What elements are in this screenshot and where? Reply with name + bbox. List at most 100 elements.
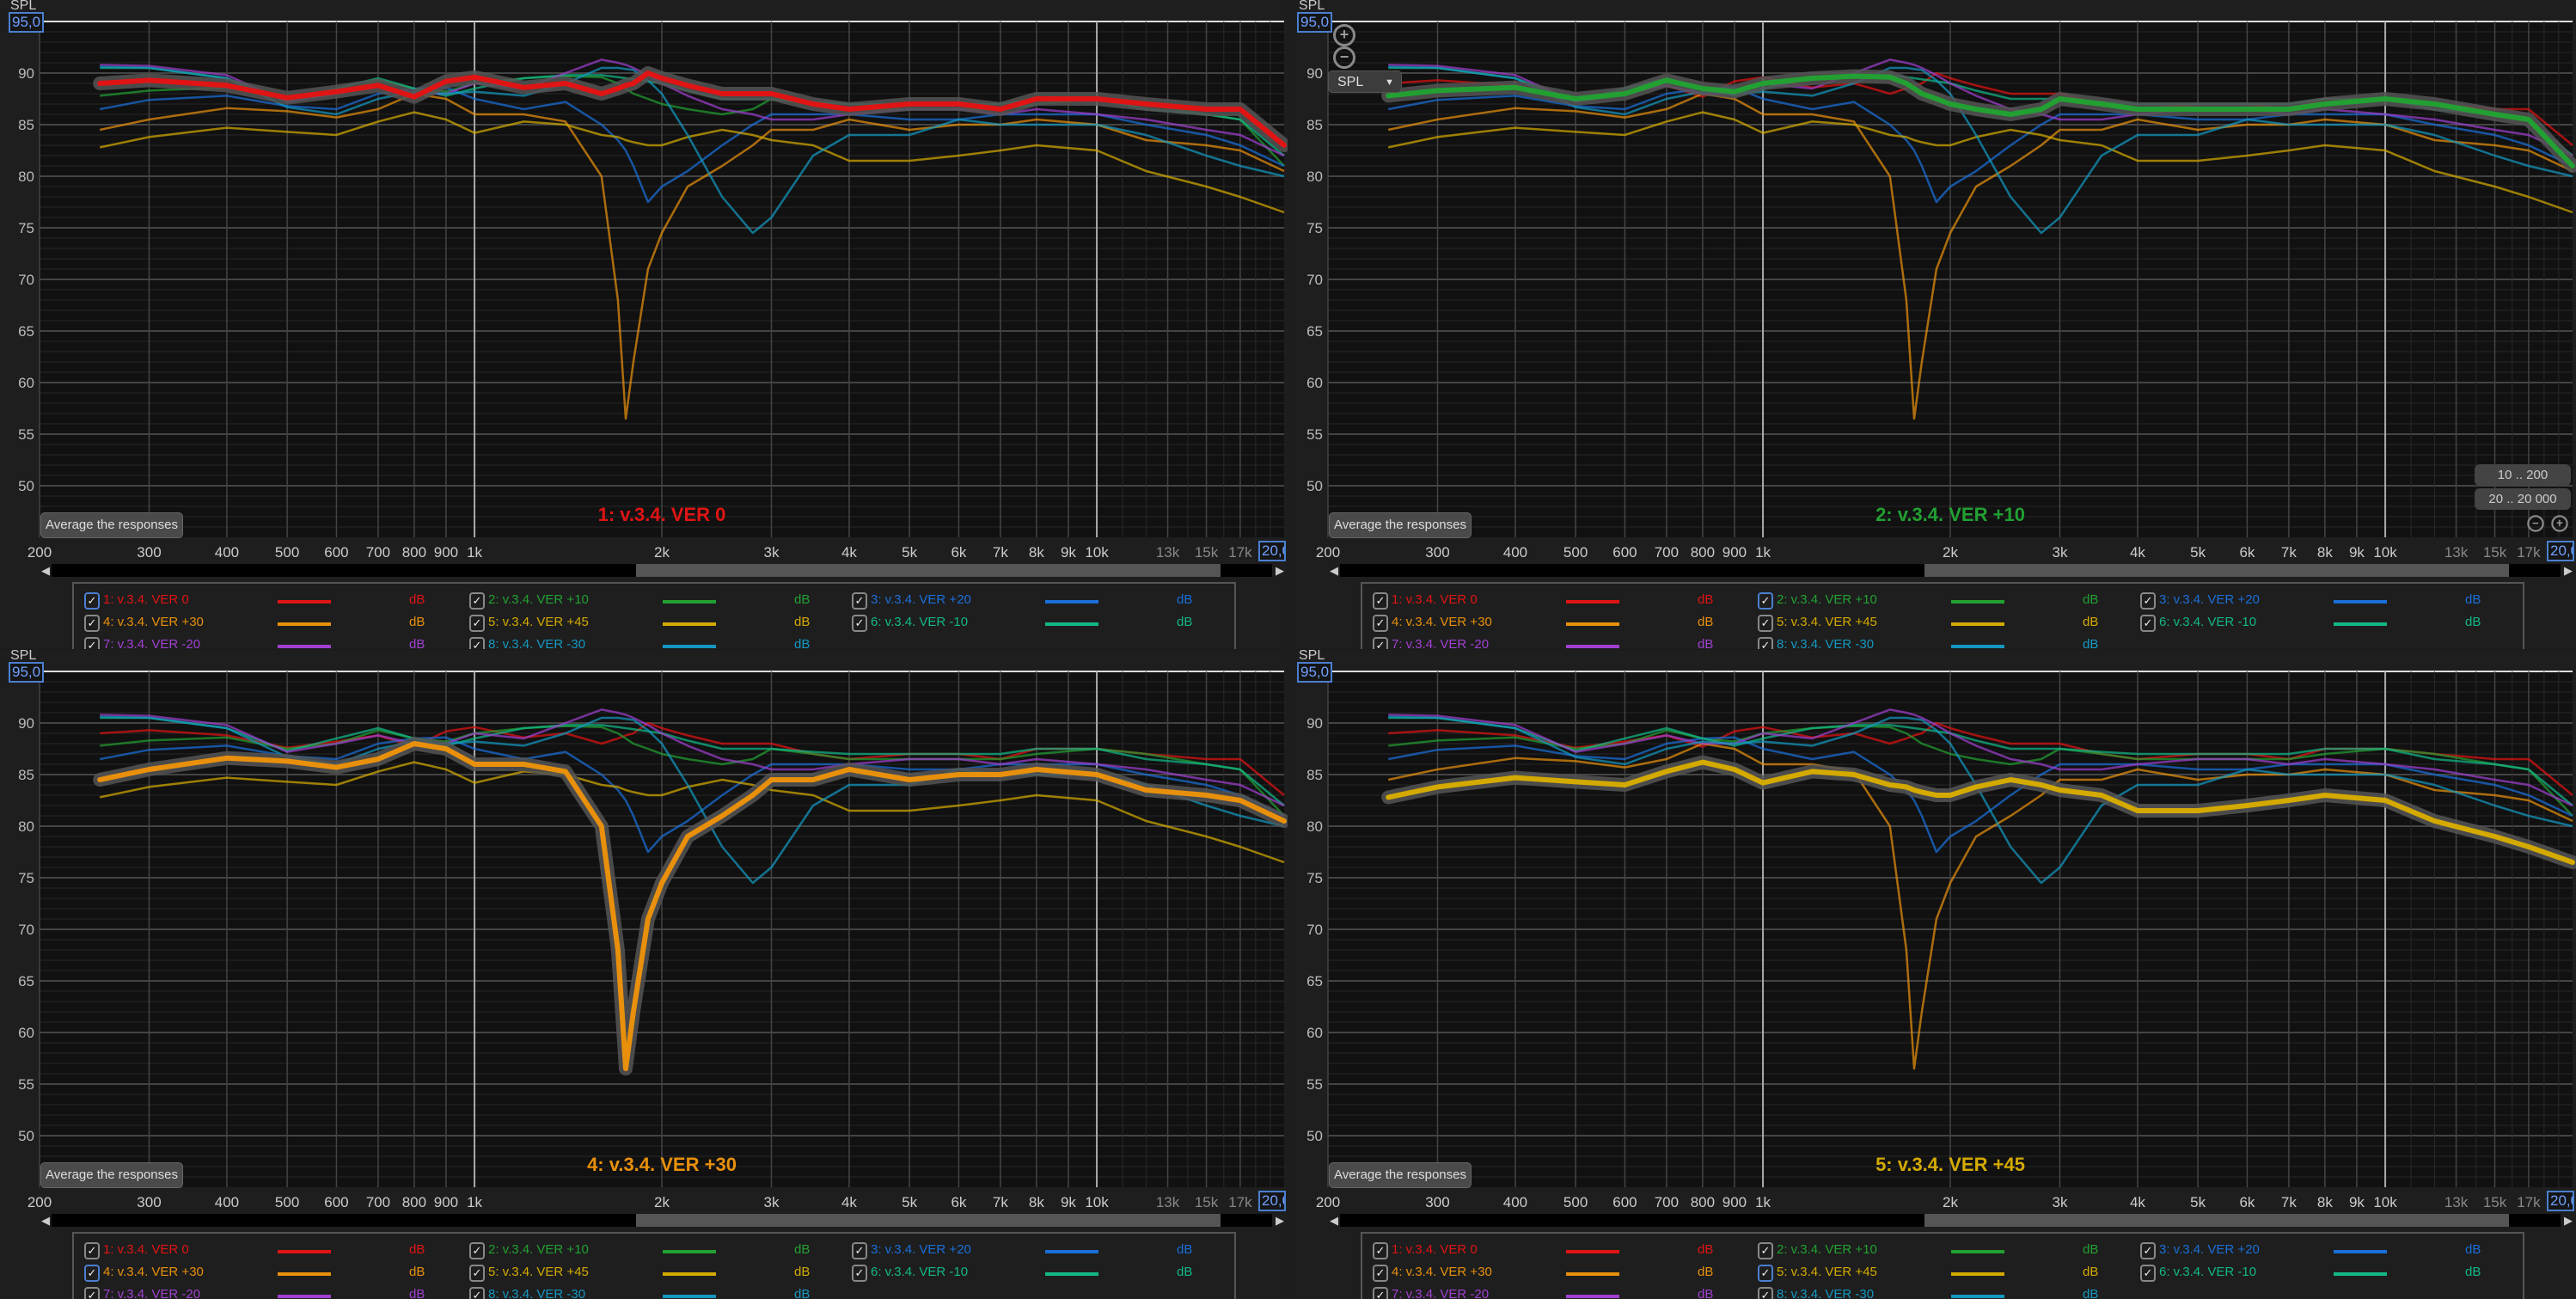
- average-responses-button[interactable]: Average the responses: [1329, 1162, 1472, 1188]
- y-axis-top-value[interactable]: 95,0: [9, 662, 45, 683]
- legend-label-2[interactable]: 2: v.3.4. VER +10: [1777, 592, 1877, 607]
- scroll-right-arrow[interactable]: ▶: [1276, 564, 1284, 577]
- legend-checkbox-7[interactable]: ✓: [84, 1287, 100, 1299]
- average-responses-button[interactable]: Average the responses: [40, 1162, 183, 1188]
- horizontal-scrollbar[interactable]: [1340, 1214, 2561, 1227]
- legend-label-4[interactable]: 4: v.3.4. VER +30: [103, 1265, 204, 1279]
- plot-svg[interactable]: 90 85 80 75 70 65 60 55 50 200 300 400 500 600 700 800 9…: [1288, 650, 2576, 1299]
- scroll-right-arrow[interactable]: ▶: [2564, 564, 2573, 577]
- legend-checkbox-6[interactable]: ✓: [852, 1265, 867, 1282]
- horizontal-scrollbar[interactable]: [52, 564, 1272, 577]
- x-axis-end-value[interactable]: 20,0: [2547, 541, 2574, 561]
- plot-svg[interactable]: 90 85 80 75 70 65 60 55 50 200 300 400 500 600 700 800 9…: [1288, 0, 2576, 649]
- legend-label-8[interactable]: 8: v.3.4. VER -30: [488, 1287, 586, 1299]
- legend-checkbox-5[interactable]: ✓: [469, 1265, 485, 1282]
- legend-label-6[interactable]: 6: v.3.4. VER -10: [2159, 615, 2257, 629]
- scrollbar-thumb[interactable]: [636, 564, 1221, 577]
- scrollbar-thumb[interactable]: [636, 1214, 1221, 1227]
- zoom-out-icon[interactable]: −: [1333, 46, 1355, 69]
- y-axis-top-value[interactable]: 95,0: [9, 12, 45, 33]
- horizontal-scrollbar[interactable]: [52, 1214, 1272, 1227]
- legend-checkbox-3[interactable]: ✓: [2140, 592, 2156, 610]
- scrollbar-thumb[interactable]: [1924, 564, 2509, 577]
- legend-checkbox-6[interactable]: ✓: [2140, 1265, 2156, 1282]
- scroll-right-arrow[interactable]: ▶: [1276, 1214, 1284, 1227]
- range-button-2[interactable]: 20 .. 20 000: [2475, 488, 2571, 510]
- legend-label-3[interactable]: 3: v.3.4. VER +20: [2159, 1242, 2260, 1257]
- range-button-1[interactable]: 10 .. 200: [2475, 464, 2571, 486]
- scroll-left-arrow[interactable]: ◀: [41, 564, 50, 577]
- legend-label-3[interactable]: 3: v.3.4. VER +20: [2159, 592, 2260, 607]
- legend-checkbox-6[interactable]: ✓: [852, 615, 867, 632]
- legend-checkbox-8[interactable]: ✓: [469, 1287, 485, 1299]
- legend-checkbox-1[interactable]: ✓: [1373, 592, 1388, 610]
- legend-label-7[interactable]: 7: v.3.4. VER -20: [103, 1287, 201, 1299]
- legend-label-4[interactable]: 4: v.3.4. VER +30: [1392, 1265, 1492, 1279]
- legend-checkbox-4[interactable]: ✓: [1373, 615, 1388, 632]
- legend-label-5[interactable]: 5: v.3.4. VER +45: [1777, 1265, 1877, 1279]
- zoom-in-x-icon[interactable]: +: [2551, 515, 2568, 532]
- legend-checkbox-5[interactable]: ✓: [469, 615, 485, 632]
- legend-checkbox-2[interactable]: ✓: [1758, 1242, 1773, 1259]
- horizontal-scrollbar[interactable]: [1340, 564, 2561, 577]
- y-axis-top-value[interactable]: 95,0: [1297, 12, 1333, 33]
- scroll-right-arrow[interactable]: ▶: [2564, 1214, 2573, 1227]
- scroll-left-arrow[interactable]: ◀: [1330, 564, 1338, 577]
- legend-checkbox-1[interactable]: ✓: [84, 592, 100, 610]
- legend-label-6[interactable]: 6: v.3.4. VER -10: [871, 1265, 969, 1279]
- legend-checkbox-5[interactable]: ✓: [1758, 1265, 1773, 1282]
- legend-checkbox-7[interactable]: ✓: [1373, 1287, 1388, 1299]
- legend-checkbox-1[interactable]: ✓: [1373, 1242, 1388, 1259]
- legend-label-8[interactable]: 8: v.3.4. VER -30: [488, 637, 586, 649]
- average-responses-button[interactable]: Average the responses: [1329, 512, 1472, 538]
- legend-label-6[interactable]: 6: v.3.4. VER -10: [871, 615, 969, 629]
- legend-checkbox-1[interactable]: ✓: [84, 1242, 100, 1259]
- legend-label-3[interactable]: 3: v.3.4. VER +20: [871, 1242, 971, 1257]
- legend-checkbox-8[interactable]: ✓: [1758, 1287, 1773, 1299]
- legend-label-8[interactable]: 8: v.3.4. VER -30: [1777, 1287, 1875, 1299]
- x-axis-end-value[interactable]: 20,0: [1258, 541, 1286, 561]
- legend-checkbox-5[interactable]: ✓: [1758, 615, 1773, 632]
- legend-label-2[interactable]: 2: v.3.4. VER +10: [488, 1242, 589, 1257]
- legend-checkbox-3[interactable]: ✓: [852, 1242, 867, 1259]
- legend-label-2[interactable]: 2: v.3.4. VER +10: [1777, 1242, 1877, 1257]
- legend-checkbox-7[interactable]: ✓: [84, 637, 100, 649]
- graph-type-dropdown[interactable]: SPL ▼: [1328, 70, 1402, 93]
- legend-label-7[interactable]: 7: v.3.4. VER -20: [103, 637, 201, 649]
- legend-checkbox-8[interactable]: ✓: [469, 637, 485, 649]
- legend-label-3[interactable]: 3: v.3.4. VER +20: [871, 592, 971, 607]
- plot-svg[interactable]: 90 85 80 75 70 65 60 55 50 200 300 400 500 600 700 800 9…: [0, 650, 1288, 1299]
- y-axis-top-value[interactable]: 95,0: [1297, 662, 1333, 683]
- legend-label-4[interactable]: 4: v.3.4. VER +30: [103, 615, 204, 629]
- legend-checkbox-3[interactable]: ✓: [852, 592, 867, 610]
- average-responses-button[interactable]: Average the responses: [40, 512, 183, 538]
- legend-checkbox-2[interactable]: ✓: [469, 1242, 485, 1259]
- legend-label-1[interactable]: 1: v.3.4. VER 0: [1392, 592, 1478, 607]
- legend-label-7[interactable]: 7: v.3.4. VER -20: [1392, 637, 1490, 649]
- legend-checkbox-2[interactable]: ✓: [469, 592, 485, 610]
- legend-label-1[interactable]: 1: v.3.4. VER 0: [1392, 1242, 1478, 1257]
- legend-label-6[interactable]: 6: v.3.4. VER -10: [2159, 1265, 2257, 1279]
- scrollbar-thumb[interactable]: [1924, 1214, 2509, 1227]
- legend-checkbox-2[interactable]: ✓: [1758, 592, 1773, 610]
- legend-label-5[interactable]: 5: v.3.4. VER +45: [488, 1265, 589, 1279]
- x-axis-end-value[interactable]: 20,0: [1258, 1191, 1286, 1211]
- legend-checkbox-6[interactable]: ✓: [2140, 615, 2156, 632]
- legend-label-1[interactable]: 1: v.3.4. VER 0: [103, 592, 189, 607]
- legend-checkbox-8[interactable]: ✓: [1758, 637, 1773, 649]
- legend-checkbox-4[interactable]: ✓: [1373, 1265, 1388, 1282]
- legend-label-1[interactable]: 1: v.3.4. VER 0: [103, 1242, 189, 1257]
- legend-label-4[interactable]: 4: v.3.4. VER +30: [1392, 615, 1492, 629]
- legend-checkbox-3[interactable]: ✓: [2140, 1242, 2156, 1259]
- legend-checkbox-7[interactable]: ✓: [1373, 637, 1388, 649]
- legend-label-2[interactable]: 2: v.3.4. VER +10: [488, 592, 589, 607]
- legend-label-7[interactable]: 7: v.3.4. VER -20: [1392, 1287, 1490, 1299]
- legend-label-8[interactable]: 8: v.3.4. VER -30: [1777, 637, 1875, 649]
- legend-checkbox-4[interactable]: ✓: [84, 615, 100, 632]
- scroll-left-arrow[interactable]: ◀: [1330, 1214, 1338, 1227]
- plot-svg[interactable]: 90 85 80 75 70 65 60 55 50 200 300 400 500 600 700 800 9…: [0, 0, 1288, 649]
- zoom-in-icon[interactable]: +: [1333, 24, 1355, 46]
- x-axis-end-value[interactable]: 20,0: [2547, 1191, 2574, 1211]
- legend-label-5[interactable]: 5: v.3.4. VER +45: [488, 615, 589, 629]
- zoom-out-x-icon[interactable]: −: [2527, 515, 2544, 532]
